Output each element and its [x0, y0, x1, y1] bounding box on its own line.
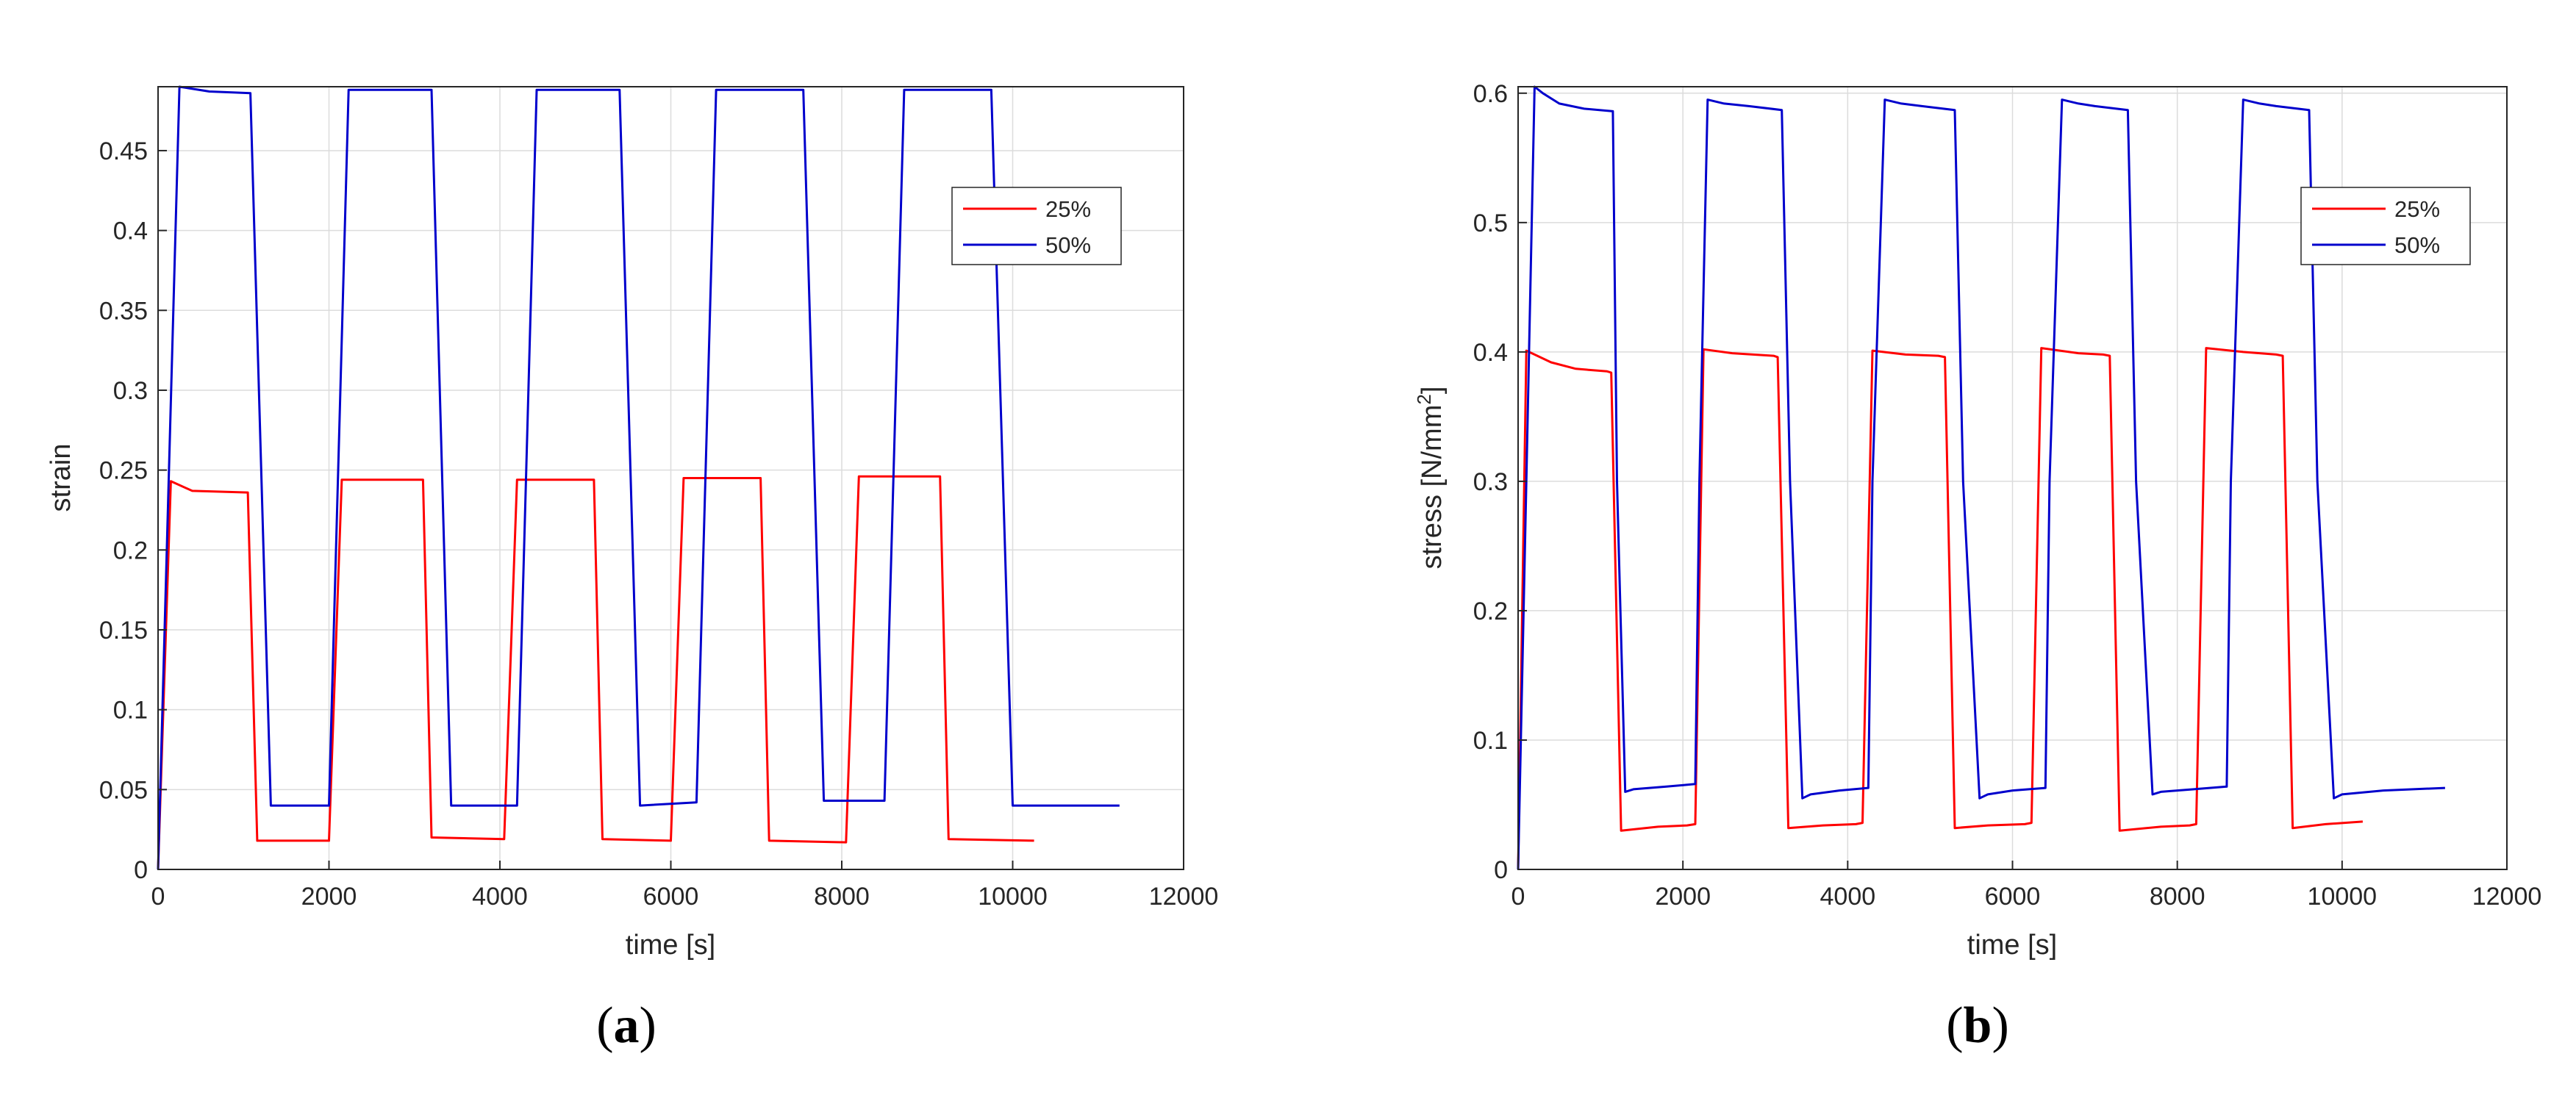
x-tick-label: 8000	[814, 883, 870, 911]
series-line-50pct	[157, 85, 1120, 870]
x-tick-label: 6000	[1985, 883, 2041, 911]
x-tick-label: 6000	[643, 883, 699, 911]
chart-panel-b: 0 2000 4000 6000 8000 10000 12000 0 0.1 0.2 0.3 0.4…	[1413, 80, 2541, 1054]
y-tick-label: 0.2	[1473, 598, 1508, 625]
y-tick-label: 0.5	[1473, 209, 1508, 237]
tick-labels: 0 2000 4000 6000 8000 10000 12000 0 0.1 0.2 0.3 0.4…	[1473, 80, 2542, 911]
legend: 25% 50%	[2300, 187, 2471, 265]
x-tick-label: 0	[1511, 883, 1525, 911]
y-axis-label: stress [N/mm2]	[1413, 387, 1448, 570]
y-tick-label: 0.45	[99, 137, 148, 165]
series-line-50pct	[1517, 85, 2445, 870]
x-tick-label: 2000	[1655, 883, 1711, 911]
series-layer	[1517, 85, 2445, 870]
x-tick-label: 10000	[2308, 883, 2378, 911]
panel-caption-b: (b)	[1946, 997, 2009, 1054]
legend-label-50: 50%	[2394, 232, 2440, 258]
y-tick-label: 0.6	[1473, 80, 1508, 108]
legend: 25% 50%	[951, 187, 1122, 265]
y-tick-label: 0.35	[99, 297, 148, 325]
x-tick-label: 10000	[978, 883, 1048, 911]
y-tick-label: 0.2	[113, 537, 148, 564]
panel-caption-a: (a)	[596, 997, 656, 1054]
y-tick-label: 0	[134, 856, 148, 884]
y-tick-label: 0.25	[99, 457, 148, 485]
x-tick-label: 12000	[1149, 883, 1219, 911]
series-line-25pct	[157, 475, 1034, 870]
legend-box	[951, 187, 1122, 265]
chart-panel-a: 0 2000 4000 6000 8000 10000 12000 0 0.05 0.1 0.15 0…	[46, 85, 1218, 1054]
series-layer	[157, 85, 1120, 870]
y-tick-label: 0.3	[113, 377, 148, 405]
y-tick-label: 0.4	[113, 218, 148, 245]
y-tick-label: 0.1	[1473, 727, 1508, 755]
x-tick-label: 4000	[1820, 883, 1876, 911]
legend-label-25: 25%	[1045, 196, 1091, 222]
y-tick-label: 0.15	[99, 617, 148, 645]
series-line-25pct	[1517, 347, 2364, 870]
legend-label-25: 25%	[2394, 196, 2440, 222]
y-axis-label: strain	[46, 444, 76, 512]
y-tick-label: 0	[1494, 856, 1508, 884]
x-tick-label: 8000	[2150, 883, 2205, 911]
legend-box	[2300, 187, 2471, 265]
y-tick-label: 0.4	[1473, 339, 1508, 367]
x-axis-label: time [s]	[1967, 930, 2057, 961]
tick-labels: 0 2000 4000 6000 8000 10000 12000 0 0.05 0.1 0.15 0…	[99, 137, 1218, 911]
x-axis-label: time [s]	[626, 930, 715, 961]
x-tick-label: 2000	[301, 883, 357, 911]
x-tick-label: 0	[151, 883, 165, 911]
x-tick-label: 4000	[472, 883, 528, 911]
legend-label-50: 50%	[1045, 232, 1091, 258]
x-tick-label: 12000	[2472, 883, 2542, 911]
y-tick-label: 0.1	[113, 697, 148, 725]
y-tick-label: 0.3	[1473, 468, 1508, 496]
y-tick-label: 0.05	[99, 776, 148, 804]
